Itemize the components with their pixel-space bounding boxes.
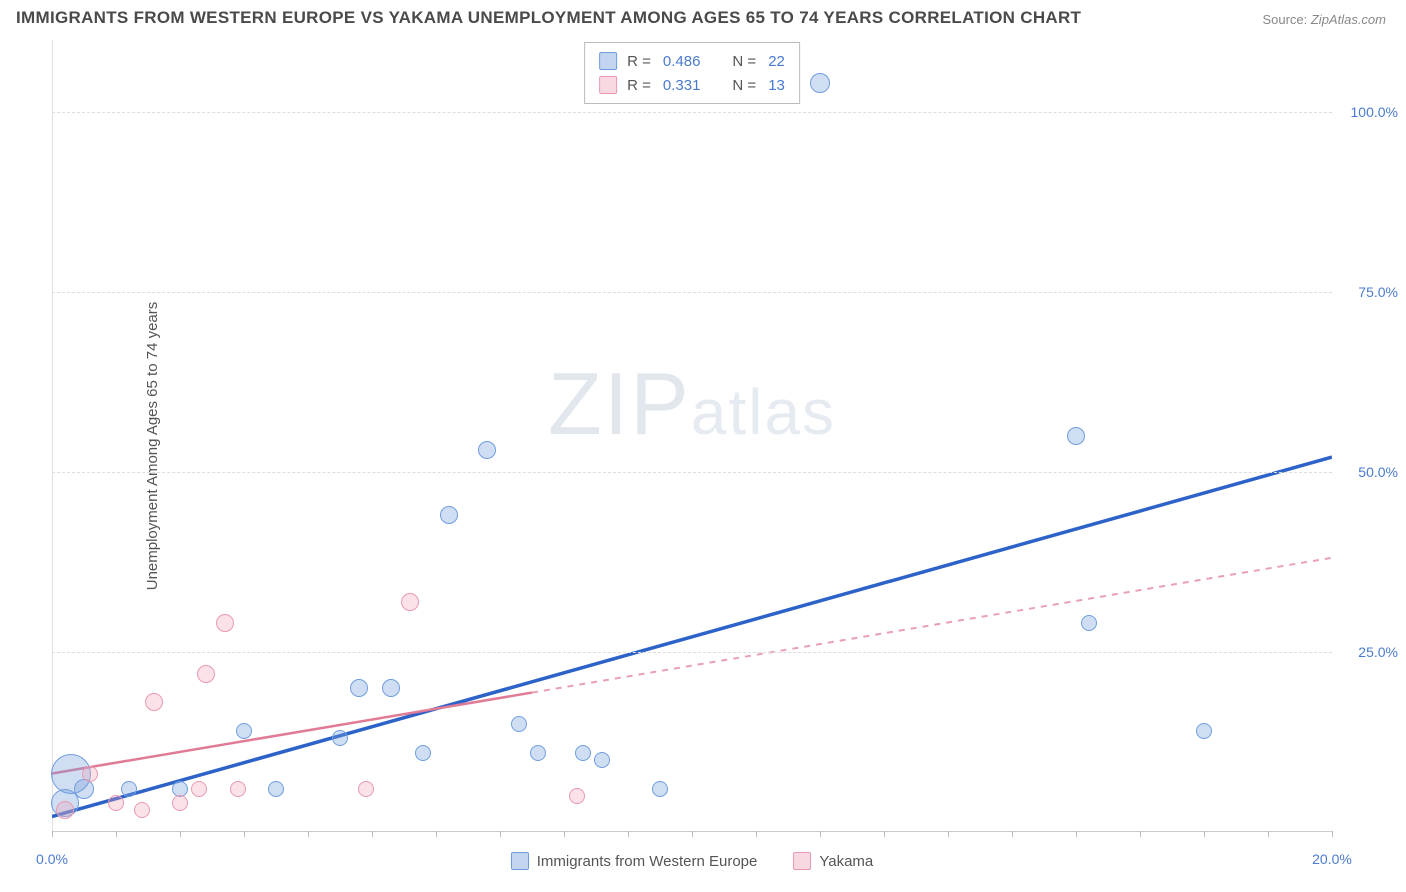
legend-swatch	[599, 76, 617, 94]
correlation-legend: R = 0.486 N = 22 R = 0.331 N = 13	[584, 42, 800, 104]
x-tick-mark	[1012, 831, 1013, 837]
legend-row: R = 0.331 N = 13	[599, 73, 785, 97]
legend-r-value: 0.331	[663, 77, 701, 94]
data-point[interactable]	[569, 788, 585, 804]
data-point[interactable]	[268, 781, 284, 797]
source-attribution: Source: ZipAtlas.com	[1262, 12, 1386, 27]
x-tick-mark	[1268, 831, 1269, 837]
trend-line-dashed	[532, 558, 1332, 693]
chart-title: IMMIGRANTS FROM WESTERN EUROPE VS YAKAMA…	[16, 8, 1081, 28]
x-tick-mark	[948, 831, 949, 837]
y-tick-label: 75.0%	[1358, 284, 1398, 300]
x-tick-mark	[628, 831, 629, 837]
x-tick-mark	[308, 831, 309, 837]
data-point[interactable]	[56, 801, 74, 819]
x-tick-mark	[244, 831, 245, 837]
x-tick-mark	[1076, 831, 1077, 837]
series-legend-label: Immigrants from Western Europe	[537, 853, 758, 870]
x-tick-mark	[1332, 831, 1333, 837]
data-point[interactable]	[121, 781, 137, 797]
data-point[interactable]	[575, 745, 591, 761]
data-point[interactable]	[530, 745, 546, 761]
x-tick-mark	[820, 831, 821, 837]
data-point[interactable]	[652, 781, 668, 797]
x-tick-mark	[180, 831, 181, 837]
data-point[interactable]	[197, 665, 215, 683]
data-point[interactable]	[358, 781, 374, 797]
data-point[interactable]	[236, 723, 252, 739]
x-tick-mark	[116, 831, 117, 837]
data-point[interactable]	[401, 593, 419, 611]
y-tick-label: 50.0%	[1358, 464, 1398, 480]
data-point[interactable]	[382, 679, 400, 697]
data-point[interactable]	[1067, 427, 1085, 445]
data-point[interactable]	[594, 752, 610, 768]
series-legend-label: Yakama	[819, 853, 873, 870]
y-tick-label: 100.0%	[1351, 104, 1398, 120]
x-tick-mark	[1140, 831, 1141, 837]
legend-r-label: R =	[627, 77, 651, 94]
source-name: ZipAtlas.com	[1311, 12, 1386, 27]
legend-n-value: 22	[768, 53, 785, 70]
scatter-plot-area: ZIPatlas R =0.486N =22R =0.331N =13 25.0…	[52, 40, 1332, 832]
series-legend-item[interactable]: Yakama	[793, 852, 873, 870]
trend-lines	[52, 40, 1332, 831]
data-point[interactable]	[1081, 615, 1097, 631]
trend-line-solid	[52, 693, 532, 774]
x-tick-mark	[52, 831, 53, 837]
data-point[interactable]	[1196, 723, 1212, 739]
data-point[interactable]	[191, 781, 207, 797]
data-point[interactable]	[230, 781, 246, 797]
watermark: ZIPatlas	[548, 353, 836, 455]
data-point[interactable]	[145, 693, 163, 711]
x-tick-mark	[372, 831, 373, 837]
x-tick-mark	[884, 831, 885, 837]
data-point[interactable]	[350, 679, 368, 697]
series-legend: Immigrants from Western Europe Yakama	[52, 852, 1332, 870]
watermark-atlas: atlas	[691, 376, 836, 448]
data-point[interactable]	[810, 73, 830, 93]
legend-row: R = 0.486 N = 22	[599, 49, 785, 73]
legend-n-label: N =	[732, 53, 756, 70]
x-tick-mark	[692, 831, 693, 837]
x-tick-mark	[500, 831, 501, 837]
watermark-zip: ZIP	[548, 354, 691, 453]
legend-r-label: R =	[627, 53, 651, 70]
x-tick-mark	[436, 831, 437, 837]
series-legend-item[interactable]: Immigrants from Western Europe	[511, 852, 758, 870]
legend-n-value: 13	[768, 77, 785, 94]
data-point[interactable]	[511, 716, 527, 732]
source-prefix: Source:	[1262, 12, 1310, 27]
legend-swatch	[511, 852, 529, 870]
data-point[interactable]	[134, 802, 150, 818]
data-point[interactable]	[415, 745, 431, 761]
plot-left-border	[52, 40, 53, 831]
gridline-h	[52, 292, 1332, 293]
data-point[interactable]	[108, 795, 124, 811]
legend-n-label: N =	[732, 77, 756, 94]
gridline-h	[52, 652, 1332, 653]
legend-swatch	[599, 52, 617, 70]
legend-r-value: 0.486	[663, 53, 701, 70]
data-point[interactable]	[440, 506, 458, 524]
data-point[interactable]	[172, 795, 188, 811]
gridline-h	[52, 472, 1332, 473]
x-tick-mark	[564, 831, 565, 837]
data-point[interactable]	[82, 766, 98, 782]
data-point[interactable]	[216, 614, 234, 632]
data-point[interactable]	[332, 730, 348, 746]
y-tick-label: 25.0%	[1358, 644, 1398, 660]
trend-line-solid	[52, 457, 1332, 817]
gridline-h	[52, 112, 1332, 113]
legend-swatch	[793, 852, 811, 870]
x-tick-mark	[1204, 831, 1205, 837]
data-point[interactable]	[478, 441, 496, 459]
x-tick-mark	[756, 831, 757, 837]
